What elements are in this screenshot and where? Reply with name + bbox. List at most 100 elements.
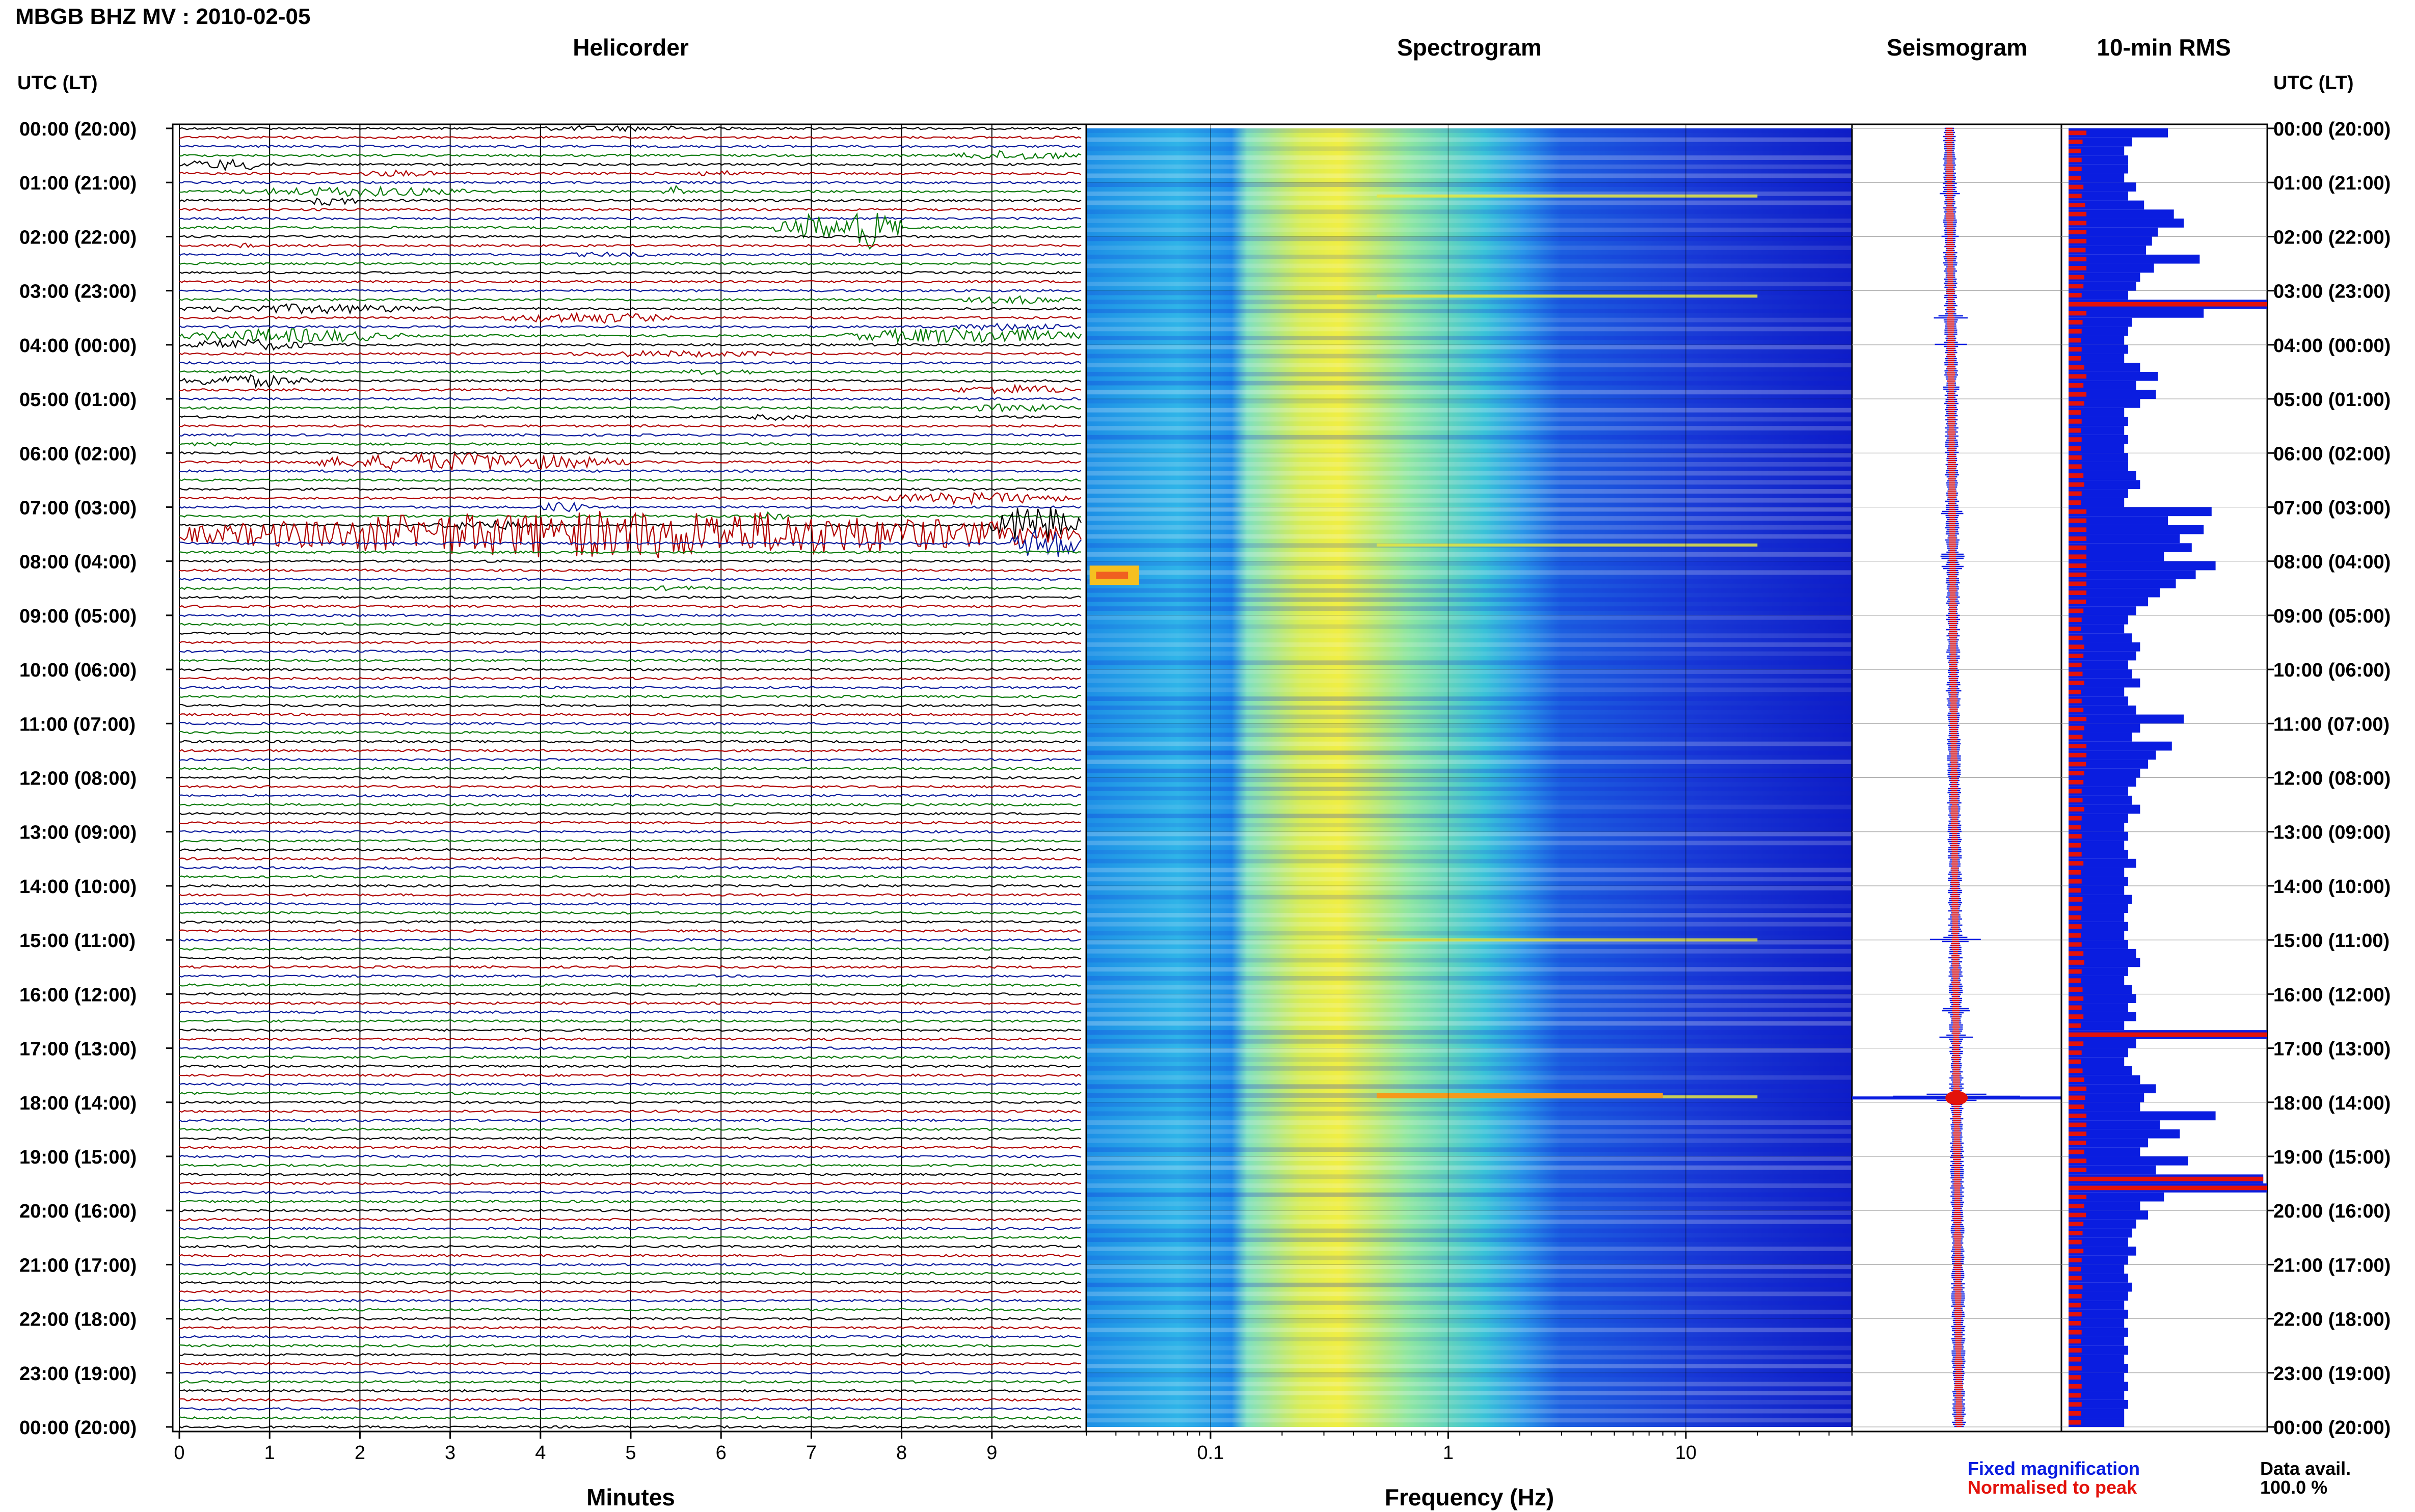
rms-bar-normalised <box>2069 1195 2087 1200</box>
spectrogram-row-texture <box>1086 1282 1852 1287</box>
rms-bar-normalised <box>2069 536 2087 541</box>
helicorder-trace <box>179 1245 1082 1249</box>
time-label-left: 16:00 (12:00) <box>19 984 137 1006</box>
rms-bar-fixed <box>2069 327 2128 336</box>
spectrogram-row-texture <box>1086 723 1852 728</box>
helicorder-trace <box>179 1317 1081 1321</box>
rms-bar-normalised <box>2069 392 2087 397</box>
spectrogram-row-texture <box>1086 219 1852 223</box>
rms-bar-normalised <box>2069 798 2083 803</box>
helicorder-trace <box>179 1028 1082 1032</box>
data-availability-value: 100.0 % <box>2260 1477 2328 1498</box>
rms-bar-fixed <box>2069 309 2204 318</box>
spectrogram-row-texture <box>1086 732 1852 737</box>
helicorder-trace <box>179 875 1082 879</box>
helicorder-trace <box>179 748 1082 752</box>
rms-bar-normalised <box>2069 708 2084 713</box>
helicorder-trace <box>179 303 1082 315</box>
rms-bar-normalised <box>2069 635 2083 640</box>
helicorder-trace <box>179 1281 1082 1285</box>
rms-bar-fixed <box>2069 489 2128 498</box>
rms-bar-normalised <box>2069 933 2081 938</box>
helicorder-trace <box>179 414 1082 421</box>
spectrogram-row-texture <box>1086 1301 1852 1306</box>
rms-bar-fixed <box>2069 1291 2128 1301</box>
spectrogram-row-texture <box>1086 444 1852 449</box>
rms-bar-fixed <box>2069 525 2204 534</box>
spectrogram-row-texture <box>1086 344 1852 349</box>
helicorder-trace <box>179 721 1082 725</box>
time-label-left: 14:00 (10:00) <box>19 876 137 898</box>
helicorder-trace <box>179 947 1082 951</box>
helicorder-trace <box>179 857 1082 861</box>
rms-bar-fixed <box>2069 615 2128 625</box>
helicorder-trace <box>179 361 1082 365</box>
helicorder-trace <box>179 1010 1082 1014</box>
rms-bar-normalised <box>2069 419 2082 424</box>
rms-bar-fixed <box>2069 1129 2180 1139</box>
rms-bar-normalised <box>2069 1339 2081 1344</box>
spectrogram-row-texture <box>1086 705 1852 710</box>
helicorder-trace <box>179 441 1082 447</box>
rms-bar-normalised <box>2069 771 2084 776</box>
spectrogram-row-texture <box>1086 164 1852 169</box>
spectrogram-row-texture <box>1086 741 1852 746</box>
rms-bar-normalised <box>2069 1366 2082 1371</box>
time-label-left: 08:00 (04:00) <box>19 552 137 573</box>
minutes-tick-label: 7 <box>806 1442 817 1464</box>
time-label-left: 17:00 (13:00) <box>19 1039 137 1060</box>
rms-bar-fixed <box>2069 877 2128 886</box>
rms-bar-normalised <box>2069 428 2081 433</box>
rms-bar-normalised <box>2069 662 2082 667</box>
rms-bar-normalised <box>2069 1266 2081 1272</box>
helicorder-trace <box>179 184 1082 198</box>
spectrogram-row-texture <box>1086 273 1852 278</box>
spectrogram-row-texture <box>1086 615 1852 620</box>
rms-bar-normalised <box>2069 717 2087 721</box>
time-label-left: 22:00 (18:00) <box>19 1309 137 1331</box>
spectrogram-row-texture <box>1086 561 1852 566</box>
rms-panel <box>2060 123 2268 1433</box>
rms-bar-normalised <box>2069 284 2084 289</box>
helicorder-trace <box>179 1235 1082 1239</box>
time-label-right: 13:00 (09:00) <box>2273 822 2391 844</box>
helicorder-trace <box>179 1335 1082 1339</box>
legend-fixed-magnification: Fixed magnification <box>1968 1458 2140 1479</box>
spectrogram-x-axis-label: Frequency (Hz) <box>1384 1484 1554 1510</box>
spectrogram-row-texture <box>1086 281 1852 286</box>
time-label-right: 19:00 (15:00) <box>2273 1147 2391 1168</box>
helicorder-trace <box>179 1344 1082 1348</box>
rms-bar-fixed <box>2069 976 2125 985</box>
rms-bar-normalised <box>2069 1375 2081 1380</box>
rms-bar-normalised <box>2069 843 2081 848</box>
helicorder-trace <box>179 1191 1081 1195</box>
rms-bar-fixed <box>2069 453 2128 462</box>
rms-bar-fixed <box>2069 804 2140 814</box>
helicorder-trace <box>179 327 1082 344</box>
rms-bar-fixed <box>2069 435 2128 444</box>
spectrogram-row-texture <box>1086 1382 1852 1387</box>
helicorder-trace <box>179 1100 1082 1104</box>
helicorder-trace <box>179 150 1082 160</box>
spectrogram-row-texture <box>1086 1174 1852 1179</box>
rms-bar-fixed <box>2069 633 2132 642</box>
spectrogram-row-texture <box>1086 516 1852 521</box>
rms-bar-fixed <box>2069 858 2136 868</box>
rms-bar-fixed <box>2069 885 2125 895</box>
rms-bar-normalised <box>2069 265 2087 271</box>
rms-bar-normalised <box>2069 410 2081 415</box>
rms-bar-fixed <box>2069 219 2184 228</box>
rms-bar-fixed <box>2069 273 2140 282</box>
spectrogram-row-texture <box>1086 290 1852 295</box>
helicorder-trace <box>179 1353 1082 1357</box>
rms-bar-fixed <box>2069 399 2140 408</box>
spectrogram-row-texture <box>1086 1129 1852 1134</box>
helicorder-trace <box>179 374 1082 389</box>
rms-bar-fixed <box>2069 687 2125 697</box>
rms-bar-normalised <box>2069 1149 2084 1154</box>
rms-bar-fixed <box>2069 967 2128 976</box>
spectrogram-row-texture <box>1086 317 1852 322</box>
rms-bar-normalised <box>2069 140 2083 144</box>
helicorder-trace <box>179 1127 1082 1131</box>
rms-bar-normalised <box>2069 572 2087 577</box>
